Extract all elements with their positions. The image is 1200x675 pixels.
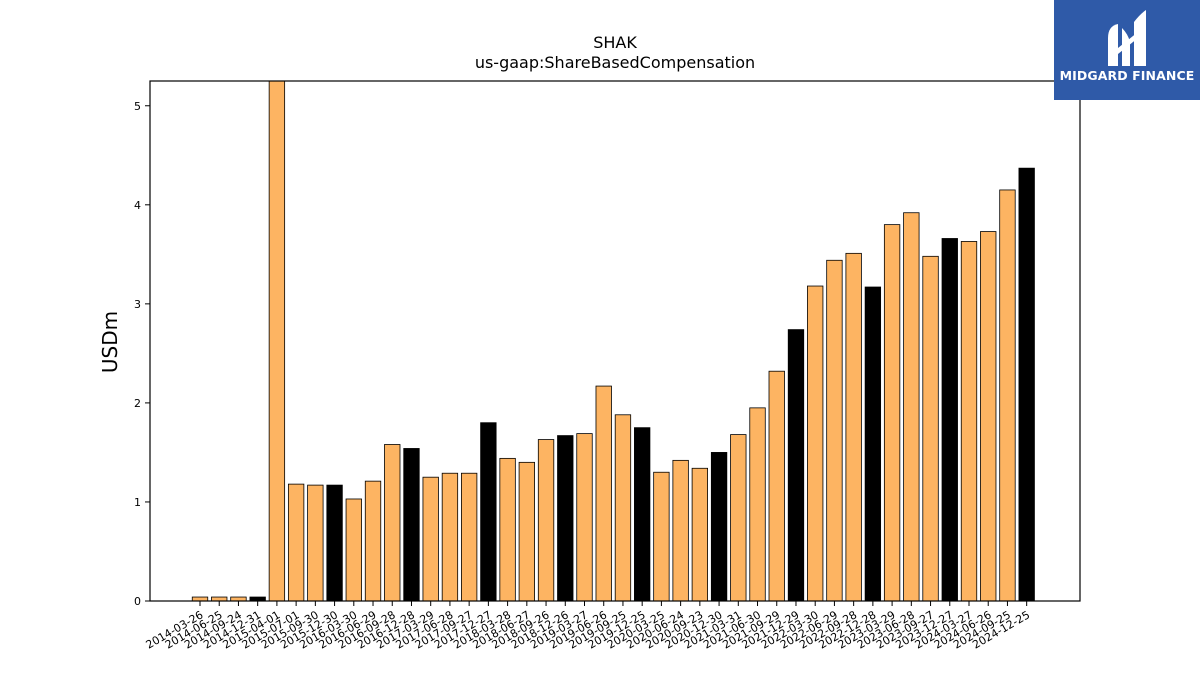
y-axis-ticks: 0 1 2 3 4 5 — [134, 100, 150, 608]
bar-2022-06-29 — [826, 259, 843, 602]
bar-2021-09-29 — [768, 370, 785, 602]
bar-2018-03-28 — [499, 457, 516, 602]
bar-2015-04-01 — [268, 80, 286, 602]
bar-2024-12-25 — [1018, 167, 1035, 602]
bar-2016-03-30 — [345, 498, 362, 602]
bars-group — [191, 80, 1035, 602]
bar-2022-09-28 — [845, 252, 862, 602]
bar-2024-06-26 — [980, 231, 997, 602]
bar-2019-09-25 — [614, 414, 632, 602]
bar-2020-06-24 — [672, 459, 689, 602]
bar-2018-06-27 — [518, 461, 535, 602]
bar-2020-03-25 — [653, 471, 670, 602]
plot-frame — [149, 80, 1081, 602]
y-tick-label: 1 — [134, 496, 141, 509]
bar-2017-12-27 — [480, 422, 497, 602]
chart-title: SHAK — [593, 33, 637, 52]
y-tick-label: 3 — [134, 298, 141, 311]
bar-2021-06-30 — [749, 407, 766, 602]
bar-2016-12-28 — [403, 448, 420, 602]
bar-2017-06-28 — [441, 472, 459, 602]
bar-2023-06-28 — [903, 212, 920, 602]
bar-2019-12-25 — [634, 427, 651, 602]
bar-2015-12-30 — [326, 484, 343, 602]
bar-2015-09-30 — [307, 484, 324, 602]
bar-2020-12-30 — [710, 452, 728, 602]
bar-2017-09-27 — [460, 472, 478, 602]
bar-2023-03-29 — [883, 224, 901, 602]
bar-2023-12-27 — [941, 238, 958, 602]
y-tick-label: 0 — [134, 595, 141, 608]
bar-2019-03-27 — [576, 433, 593, 602]
y-tick-label: 2 — [134, 397, 141, 410]
bar-2020-09-23 — [691, 467, 708, 602]
bar-2024-03-27 — [960, 241, 978, 602]
bar-2024-09-25 — [999, 189, 1016, 602]
bar-2018-09-26 — [537, 439, 555, 602]
chart-subtitle: us-gaap:ShareBasedCompensation — [475, 53, 755, 72]
bar-2017-03-29 — [422, 476, 439, 602]
bar-2022-12-28 — [864, 286, 882, 602]
brand-logo: MIDGARD FINANCE — [1054, 0, 1200, 100]
y-axis-label: USDm — [98, 311, 122, 373]
bar-2021-03-31 — [730, 434, 747, 602]
bar-2015-07-01 — [287, 483, 305, 602]
x-axis-ticks: 2014-03-262014-06-252014-09-242014-12-31… — [144, 601, 1032, 652]
y-tick-label: 5 — [134, 100, 141, 113]
bar-2018-12-26 — [557, 435, 574, 602]
bar-2023-09-27 — [922, 255, 939, 602]
bar-2021-12-29 — [787, 329, 805, 602]
bar-2016-09-28 — [384, 444, 401, 602]
y-tick-label: 4 — [134, 199, 141, 212]
midgard-logo-icon — [1108, 10, 1146, 66]
bar-2022-03-30 — [807, 285, 824, 602]
bar-2019-06-26 — [595, 385, 612, 602]
bar-2016-06-29 — [364, 480, 382, 602]
logo-text: MIDGARD FINANCE — [1059, 68, 1195, 83]
